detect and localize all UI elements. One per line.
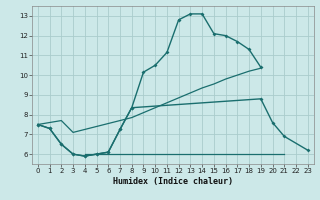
X-axis label: Humidex (Indice chaleur): Humidex (Indice chaleur) xyxy=(113,177,233,186)
